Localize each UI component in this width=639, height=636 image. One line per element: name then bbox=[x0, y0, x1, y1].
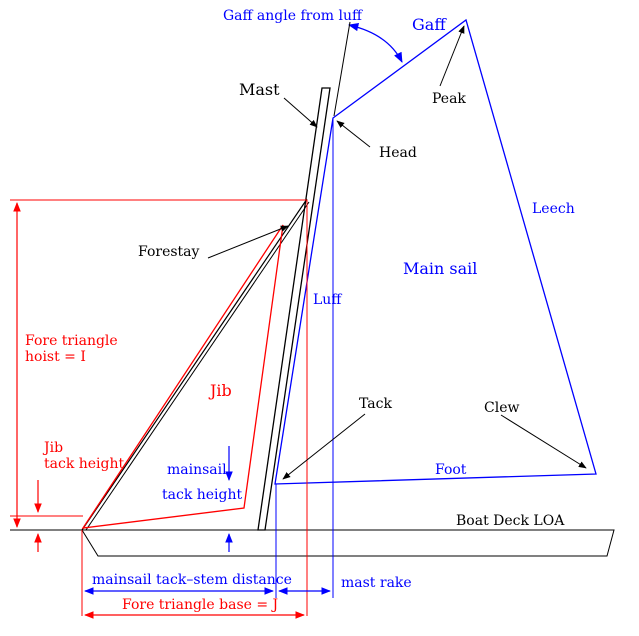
clew-callout-arrow bbox=[500, 414, 587, 469]
mainsail-tack-height-label-line2: tack height bbox=[162, 487, 243, 503]
mast-label: Mast bbox=[239, 80, 280, 99]
gaff-angle-arc bbox=[347, 23, 403, 63]
forestay-label: Forestay bbox=[138, 244, 200, 260]
jib-label: Jib bbox=[208, 381, 232, 400]
hoist-label-line2: hoist = I bbox=[25, 349, 86, 365]
mainsail-tack-height-label-line1: mainsail bbox=[167, 462, 227, 478]
mast bbox=[257, 87, 331, 531]
peak-label: Peak bbox=[432, 91, 466, 107]
peak-callout-arrow bbox=[439, 25, 465, 87]
jib-sail bbox=[81, 224, 284, 529]
tack-label: Tack bbox=[359, 396, 392, 412]
luff-label: Luff bbox=[313, 292, 342, 308]
main-sail-label: Main sail bbox=[403, 259, 477, 278]
head-label: Head bbox=[379, 145, 417, 161]
jib-tack-height-label-line1: Jib bbox=[42, 440, 63, 456]
boat-deck-loa-label: Boat Deck LOA bbox=[456, 513, 565, 529]
jib-tack-height-label-line2: tack height bbox=[44, 456, 125, 472]
hoist-label-line1: Fore triangle bbox=[25, 333, 118, 349]
main-sail bbox=[274, 18, 597, 485]
fore-triangle-base-label: Fore triangle base = J bbox=[122, 597, 278, 613]
gaff-label: Gaff bbox=[412, 15, 447, 34]
head-callout-arrow bbox=[336, 120, 371, 148]
boat-deck-hull bbox=[81, 529, 615, 557]
forestay-line bbox=[81, 198, 308, 531]
clew-label: Clew bbox=[484, 400, 519, 416]
forestay-callout-arrow bbox=[207, 225, 289, 259]
gaff-angle-luff-line bbox=[333, 21, 351, 117]
gaff-angle-label: Gaff angle from luff bbox=[223, 8, 363, 24]
mast-rake-label: mast rake bbox=[341, 575, 412, 591]
mast-callout-arrow bbox=[283, 97, 318, 128]
leech-label: Leech bbox=[532, 201, 575, 217]
forestay-line-inner bbox=[85, 201, 310, 531]
tack-stem-distance-label: mainsail tack–stem distance bbox=[92, 572, 292, 588]
tack-callout-arrow bbox=[282, 413, 366, 480]
foot-label: Foot bbox=[435, 462, 467, 478]
